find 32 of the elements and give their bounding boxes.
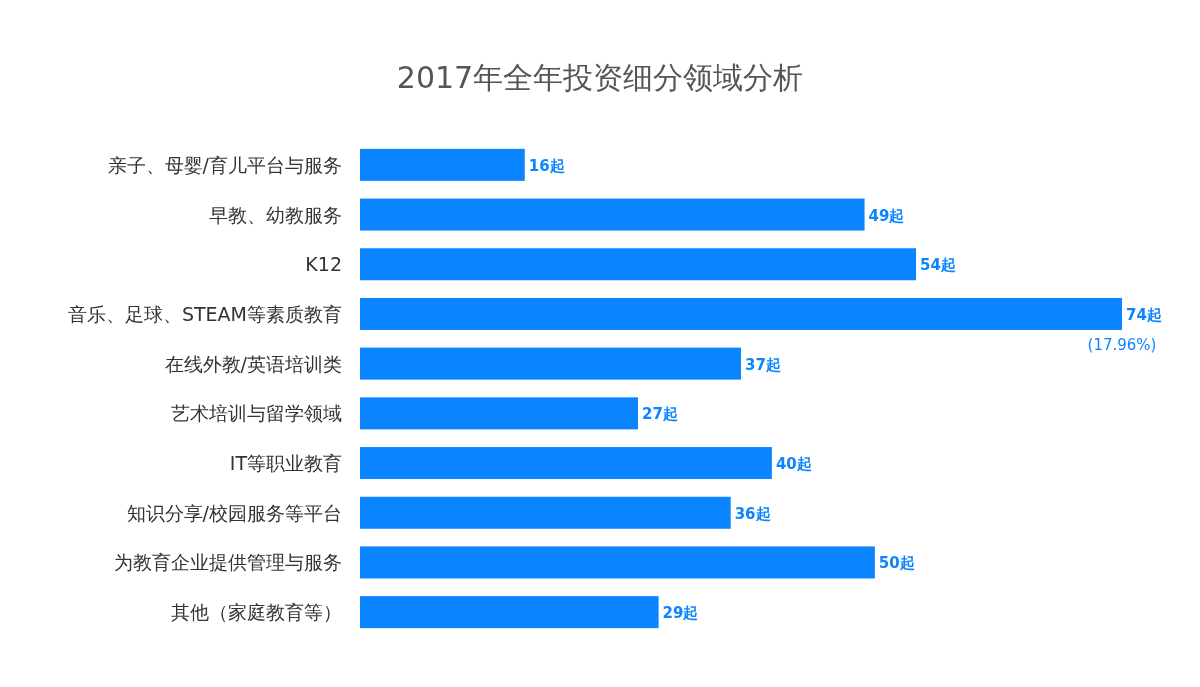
y-tick-label: 其他（家庭教育等） [171, 601, 342, 624]
y-tick-label: 为教育企业提供管理与服务 [114, 551, 342, 574]
data-label: 54起 [920, 256, 956, 275]
data-label: 16起 [528, 156, 565, 175]
data-label: 36起 [734, 504, 771, 523]
y-tick-label: 知识分享/校园服务等平台 [126, 501, 342, 524]
bar [360, 397, 639, 430]
chart-title: 2017年全年投资细分领域分析 [396, 60, 804, 95]
bar [360, 198, 865, 231]
y-tick-label: 亲子、母婴/育儿平台与服务 [107, 153, 342, 176]
y-tick-label: 早教、幼教服务 [209, 203, 342, 226]
data-label: 29起 [662, 604, 699, 623]
y-tick-label: 在线外教/英语培训类 [164, 352, 342, 375]
y-tick-label: IT等职业教育 [229, 452, 342, 475]
y-tick-label: K12 [305, 253, 342, 276]
bar [360, 496, 731, 529]
bar [360, 297, 1122, 330]
y-tick-label: 艺术培训与留学领域 [171, 402, 342, 425]
data-label: 37起 [745, 355, 781, 374]
bar [360, 447, 772, 480]
data-label: 74起 [1126, 305, 1162, 324]
annotation: (17.96%) [1087, 335, 1157, 354]
bar [360, 546, 875, 579]
data-label: 40起 [775, 455, 812, 474]
bar [360, 596, 659, 629]
y-tick-label: 音乐、足球、STEAM等素质教育 [67, 302, 342, 325]
bar [360, 148, 525, 181]
bar [360, 347, 741, 380]
bar [360, 248, 917, 281]
data-label: 50起 [878, 554, 915, 573]
data-label: 27起 [642, 405, 678, 424]
data-label: 49起 [868, 206, 905, 225]
